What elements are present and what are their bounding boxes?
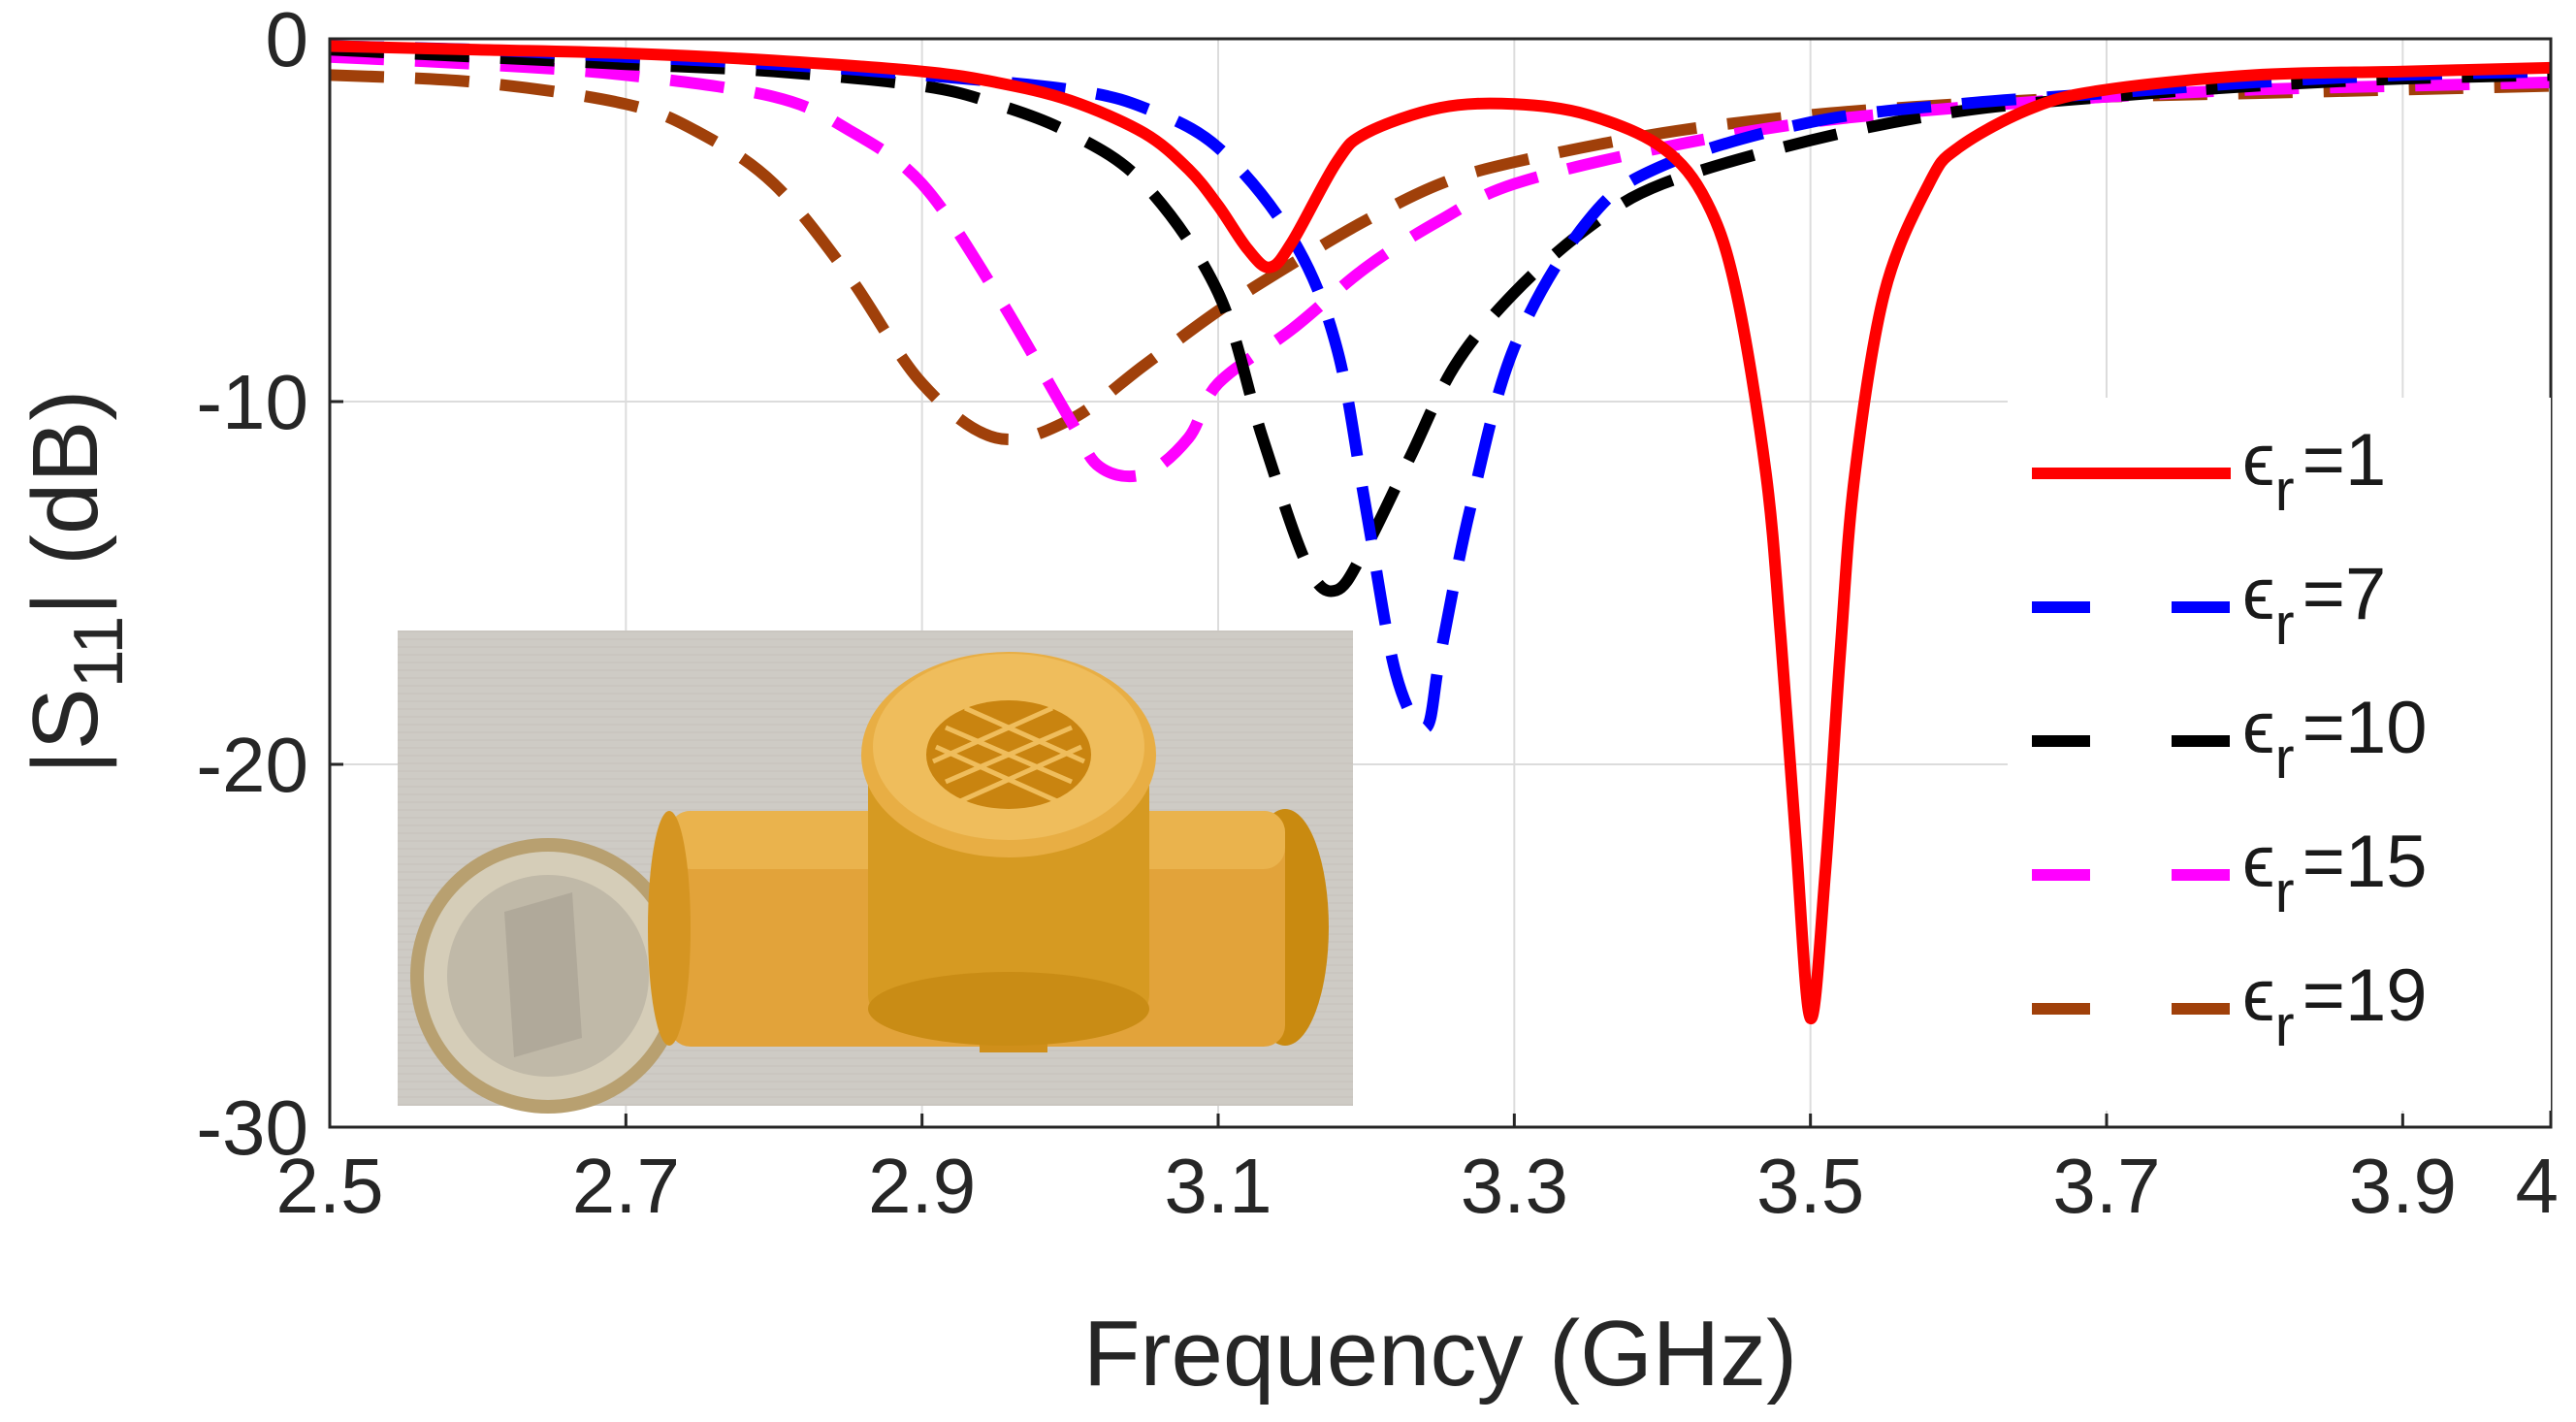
antenna-photo [398,630,1353,1114]
x-tick-label: 3.5 [1756,1143,1864,1229]
y-tick-label: -20 [196,722,308,808]
legend-label-5: ϵr =19 [2242,954,2428,1058]
legend-label-1: ϵr =1 [2242,419,2386,523]
y-tick-label: 0 [266,0,309,82]
antenna-prototype [648,652,1329,1052]
y-tick-label: -30 [196,1084,308,1171]
x-axis-title: Frequency (GHz) [1083,1302,1797,1406]
legend: ϵr =1 ϵr =7 ϵr =10 ϵr =15 ϵr =19 [2008,398,2551,1111]
data-lines [330,40,2551,1024]
series-line-1 [330,40,2551,1024]
x-tick-label: 3.9 [2349,1143,2457,1229]
x-tick-label: 2.7 [572,1143,680,1229]
x-tick-label: 2.5 [275,1143,383,1229]
x-tick-label: 3.3 [1461,1143,1568,1229]
legend-box [2008,398,2551,1111]
axis-ticks: 2.5 2.7 2.9 3.1 3.3 3.5 3.7 3.9 4 0 -10 -20 -30 [196,0,2559,1229]
y-tick-label: -10 [196,359,308,445]
y-axis-title: |S11| (dB) [14,390,138,775]
coin [410,838,686,1114]
legend-label-4: ϵr =15 [2242,821,2428,924]
x-tick-label: 3.7 [2052,1143,2160,1229]
legend-label-3: ϵr =10 [2242,687,2428,791]
x-tick-label: 3.1 [1164,1143,1272,1229]
x-tick-label: 4 [2516,1143,2560,1229]
legend-label-2: ϵr =7 [2242,553,2386,657]
x-tick-label: 2.9 [868,1143,976,1229]
